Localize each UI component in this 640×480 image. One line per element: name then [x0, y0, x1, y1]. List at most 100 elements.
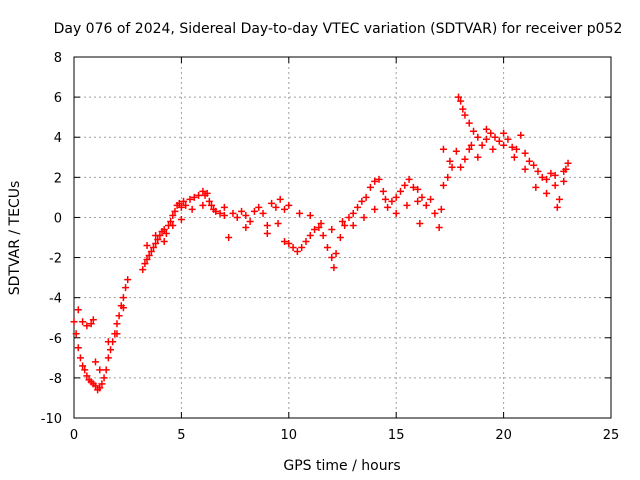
data-point: [182, 201, 190, 209]
data-point: [143, 256, 151, 264]
data-point: [177, 203, 185, 211]
data-point: [482, 125, 490, 133]
data-point: [242, 223, 250, 231]
data-point: [405, 175, 413, 183]
data-point: [212, 207, 220, 215]
data-point: [76, 354, 84, 362]
data-point: [149, 244, 157, 252]
data-point: [250, 207, 258, 215]
data-point: [461, 111, 469, 119]
data-point: [388, 197, 396, 205]
x-tick-label: 20: [495, 428, 512, 443]
data-point: [457, 97, 465, 105]
data-point: [296, 209, 304, 217]
data-point: [474, 153, 482, 161]
data-point: [560, 177, 568, 185]
data-point: [162, 229, 170, 237]
data-point: [560, 167, 568, 175]
data-point: [487, 129, 495, 137]
data-point: [403, 201, 411, 209]
data-point: [354, 203, 362, 211]
x-axis-label: GPS time / hours: [283, 458, 400, 474]
data-point: [96, 366, 104, 374]
data-point: [160, 225, 168, 233]
data-point: [96, 384, 104, 392]
data-point: [381, 195, 389, 203]
data-point: [167, 217, 175, 225]
data-point: [530, 161, 538, 169]
data-point: [358, 197, 366, 205]
grid: [74, 57, 611, 418]
data-point: [349, 209, 357, 217]
data-point: [510, 153, 518, 161]
y-axis-label: SDTVAR / TECUs: [7, 181, 23, 296]
y-tick-label: -6: [49, 332, 62, 347]
data-point: [175, 199, 183, 207]
data-point: [281, 238, 289, 246]
data-point: [177, 215, 185, 223]
data-point: [83, 322, 91, 330]
data-point: [521, 165, 529, 173]
data-point: [180, 197, 188, 205]
data-point: [259, 209, 267, 217]
axis-ticks: 0 5 10 15 20 25 -10 -8 -6 -4 -2 0 2 4 6 8: [41, 51, 620, 443]
data-point: [171, 207, 179, 215]
data-point: [564, 159, 572, 167]
data-point: [339, 217, 346, 225]
data-point: [521, 149, 529, 157]
data-point: [470, 127, 478, 135]
data-point: [439, 181, 447, 189]
data-point: [330, 264, 338, 272]
data-point: [98, 380, 106, 388]
data-point: [91, 358, 99, 366]
data-point: [79, 318, 87, 326]
x-tick-label: 15: [388, 428, 405, 443]
data-point: [207, 201, 215, 209]
data-point: [504, 135, 512, 143]
data-point: [205, 197, 213, 205]
data-point: [285, 201, 293, 209]
data-point: [263, 221, 271, 229]
data-point: [87, 320, 95, 328]
data-point: [392, 209, 400, 217]
data-point: [274, 219, 282, 227]
data-point: [79, 362, 87, 370]
data-point: [119, 294, 127, 302]
y-tick-label: 6: [54, 91, 62, 106]
data-point: [145, 252, 153, 260]
data-point: [104, 338, 112, 346]
y-tick-label: 2: [54, 171, 62, 186]
data-point: [371, 205, 379, 213]
data-point: [435, 223, 443, 231]
data-point: [119, 304, 127, 312]
plot-frame: [73, 56, 612, 419]
data-point: [532, 183, 540, 191]
data-point: [306, 211, 314, 219]
data-point: [122, 284, 130, 292]
data-point: [448, 163, 456, 171]
data-point: [220, 203, 228, 211]
data-point: [195, 191, 203, 199]
data-point: [366, 183, 374, 191]
y-tick-label: 0: [54, 211, 62, 226]
data-point: [169, 221, 177, 229]
data-point: [392, 193, 400, 201]
data-point: [323, 244, 331, 252]
data-point: [272, 203, 280, 211]
data-points: [70, 93, 572, 394]
chart-title: Day 076 of 2024, Sidereal Day-to-day VTE…: [54, 21, 623, 37]
data-point: [414, 185, 422, 193]
data-point: [551, 171, 559, 179]
data-point: [416, 219, 424, 227]
x-tick-label: 0: [70, 428, 78, 443]
data-point: [289, 244, 297, 252]
data-point: [107, 346, 115, 354]
data-point: [233, 213, 241, 221]
data-point: [104, 354, 112, 362]
data-point: [220, 211, 228, 219]
data-point: [345, 213, 353, 221]
data-point: [188, 205, 196, 213]
data-point: [263, 229, 271, 237]
y-tick-label: -4: [49, 292, 62, 307]
data-point: [238, 207, 246, 215]
